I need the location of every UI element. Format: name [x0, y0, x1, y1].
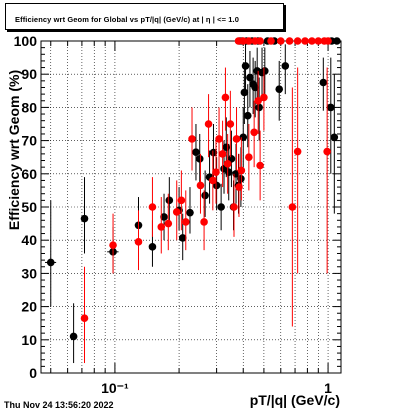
data-point: [261, 67, 269, 75]
data-point: [148, 243, 157, 251]
x-axis-label: pT/|q| (GeV/c): [250, 392, 340, 408]
data-point: [255, 103, 263, 112]
data-point: [224, 168, 233, 176]
y-tick-label: 80: [21, 99, 37, 115]
data-point: [256, 161, 264, 170]
data-point: [201, 191, 209, 200]
data-point: [239, 37, 248, 45]
data-point: [245, 153, 253, 161]
data-point: [237, 166, 246, 175]
data-point: [232, 135, 241, 143]
data-point: [221, 93, 230, 102]
data-point: [164, 219, 173, 228]
series-red: [80, 37, 332, 364]
data-point: [172, 208, 181, 216]
data-point: [301, 37, 309, 45]
data-point: [80, 314, 89, 323]
y-tick-label: 20: [21, 299, 37, 315]
data-point: [260, 93, 268, 102]
y-tick-label: 50: [21, 199, 37, 215]
data-point: [157, 223, 166, 231]
data-point: [209, 176, 217, 185]
data-point: [222, 143, 231, 152]
data-point: [323, 147, 331, 156]
data-point: [178, 234, 187, 242]
data-point: [177, 196, 186, 205]
data-point: [217, 203, 225, 211]
y-tick-label: 0: [29, 365, 37, 381]
data-point: [241, 62, 250, 70]
chart-title: Efficiency wrt Geom for Global vs pT/|q|…: [15, 15, 240, 24]
x-tick-label: 10⁻¹: [101, 380, 129, 396]
data-point: [160, 213, 168, 221]
y-axis-label: Efficiency wrt Geom (%): [6, 70, 22, 230]
data-point: [226, 120, 235, 128]
y-tick-label: 90: [21, 66, 37, 82]
data-point: [181, 218, 190, 226]
data-point: [200, 218, 208, 226]
x-tick-label: 1: [324, 380, 332, 396]
data-point: [239, 133, 248, 142]
data-point: [254, 96, 262, 105]
data-point: [246, 73, 254, 82]
data-point: [333, 37, 341, 45]
data-point: [330, 133, 339, 142]
data-point: [46, 258, 55, 267]
data-point: [293, 147, 302, 156]
axis-layer: 0 10 20 30 40 50 60 70 80 90 100 10⁻¹ 1: [14, 33, 341, 396]
data-point: [256, 37, 264, 45]
data-point: [240, 88, 249, 97]
data-point: [319, 78, 328, 87]
timestamp: Thu Nov 24 13:56:20 2022: [4, 400, 114, 410]
data-point: [276, 37, 285, 45]
data-point: [267, 37, 275, 45]
data-point: [212, 168, 220, 176]
y-tick-label: 60: [21, 166, 37, 182]
grid-layer: [41, 41, 341, 373]
y-tick-label: 70: [21, 133, 37, 149]
data-point: [218, 150, 227, 158]
data-point: [188, 135, 196, 143]
data-point: [186, 208, 194, 217]
data-point: [80, 214, 89, 223]
data-point: [215, 135, 223, 143]
data-point: [148, 203, 157, 211]
series-black: [45, 37, 341, 364]
y-tick-label: 40: [21, 232, 37, 248]
data-point: [195, 155, 204, 163]
y-tick-label: 10: [21, 332, 37, 348]
data-point: [275, 85, 284, 93]
data-point: [223, 160, 232, 168]
data-point: [245, 37, 253, 45]
data-point: [288, 203, 297, 211]
data-point: [69, 332, 78, 341]
data-point: [204, 120, 213, 128]
y-tick-label: 100: [14, 33, 38, 49]
data-point: [209, 148, 218, 157]
data-point: [293, 37, 302, 45]
data-point: [230, 203, 238, 211]
data-point: [165, 196, 174, 205]
data-point: [326, 103, 335, 112]
data-point: [243, 111, 252, 120]
data-point: [285, 37, 294, 45]
data-point: [192, 148, 200, 157]
data-point: [308, 37, 316, 45]
y-tick-label: 30: [21, 265, 37, 281]
data-point: [281, 62, 290, 70]
data-point: [196, 181, 205, 190]
data-point: [109, 241, 117, 249]
data-point: [250, 128, 258, 137]
data-point: [314, 37, 323, 45]
chart-title-box: Efficiency wrt Geom for Global vs pT/|q|…: [5, 3, 284, 30]
data-point: [324, 37, 332, 45]
data-point: [134, 238, 143, 246]
